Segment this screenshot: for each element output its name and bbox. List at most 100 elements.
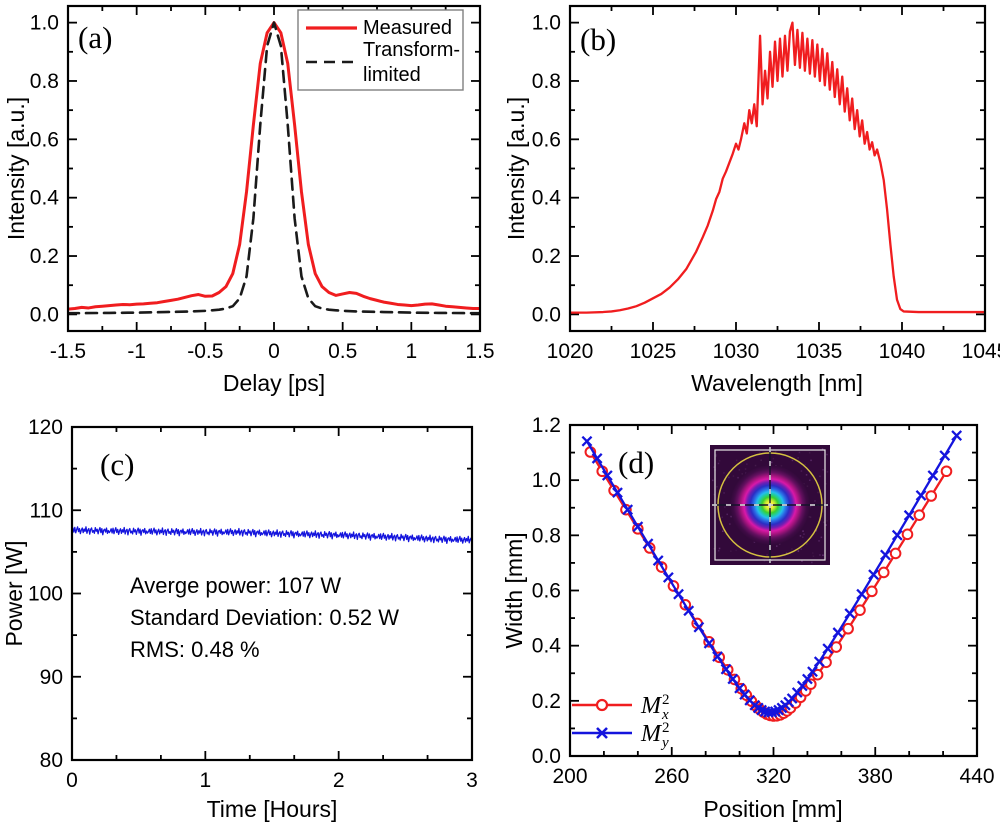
inset-noise-speckle (812, 552, 814, 554)
inset-noise-speckle (717, 462, 720, 465)
inset-noise-speckle (760, 459, 762, 461)
x-tick-label: 1 (199, 769, 211, 792)
marker-xcross (642, 538, 654, 550)
y-tick-label: 0.8 (532, 524, 561, 547)
panel-c-power-stability: 0 1 2 3 80 90 100 110 120 Time [Hours] Power [W] (c… (1, 416, 478, 822)
inset-noise-speckle (738, 469, 741, 471)
x-tick-label: 200 (552, 765, 587, 788)
inset-noise-speckle (822, 469, 824, 471)
plot-frame (66, 4, 482, 333)
inset-noise-speckle (718, 460, 721, 462)
marker-xcross (601, 470, 613, 481)
inset-noise-speckle (732, 475, 735, 477)
inset-noise-speckle (808, 516, 811, 518)
inset-noise-speckle (785, 552, 788, 554)
marker-circle (805, 678, 817, 690)
series-Power-line (72, 526, 472, 545)
legend-math-sup: 2 (662, 720, 670, 736)
y-tick-label: 0.4 (532, 187, 562, 210)
inset-noise-speckle (822, 554, 824, 556)
inset-noise-speckle (716, 486, 718, 488)
inset-noise-speckle (759, 451, 761, 454)
inset-noise-speckle (729, 523, 731, 525)
inset-noise-speckle (808, 452, 811, 454)
inset-noise-speckle (818, 540, 820, 542)
marker-xcross (832, 627, 844, 639)
x-tick-label: 0 (66, 769, 78, 792)
x-axis-label: Time [Hours] (207, 796, 338, 822)
inset-noise-speckle (723, 472, 725, 474)
inset-noise-speckle (713, 466, 715, 468)
series-group (570, 21, 985, 314)
y-axis-label: Intensity [a.u.] (3, 97, 29, 240)
marker-xcross (927, 470, 939, 481)
series-group (72, 526, 472, 545)
x-tick-label: 260 (654, 765, 689, 788)
inset-noise-speckle (802, 536, 804, 538)
panel-a-autocorrelation: -1.5 -1 -0.5 0 0.5 1 1.5 0.0 0.2 0.4 0.6 0.8 1.0 Dela… (3, 4, 495, 396)
inset-noise-speckle (825, 524, 827, 526)
x-tick-label: 1.5 (465, 340, 494, 363)
y-tick-label: 110 (30, 499, 63, 522)
inset-noise-speckle (811, 561, 813, 564)
panel-d-beam-quality: 200 260 320 380 440 0.0 0.2 0.4 0.6 0.8 1.0 1.2 Posi… (501, 414, 995, 822)
legend-math-sup: 2 (662, 692, 670, 708)
marker-xcross (856, 588, 868, 600)
inset-noise-speckle (753, 541, 756, 543)
x-tick-label: -1 (127, 340, 146, 363)
x-tick-label: 1040 (879, 340, 926, 363)
annotation-line: Standard Deviation: 0.52 W (130, 605, 399, 630)
marker-xcross (868, 569, 879, 581)
y-tick-label: 0.0 (30, 303, 59, 326)
inset-noise-speckle (826, 471, 829, 473)
x-tick-label: 2 (333, 769, 345, 792)
marker-xcross (939, 450, 951, 461)
y-axis-label: Intensity [a.u.] (503, 97, 529, 240)
inset-noise-speckle (735, 459, 738, 462)
inset-noise-speckle (723, 492, 725, 494)
annotation-line: Averge power: 107 W (130, 573, 341, 598)
inset-noise-speckle (766, 554, 768, 556)
y-tick-label: 90 (40, 666, 63, 689)
inset-noise-speckle (724, 506, 726, 508)
y-tick-label: 1.2 (532, 414, 561, 437)
marker-xcross (880, 549, 891, 561)
marker-circle (940, 465, 953, 478)
inset-noise-speckle (712, 479, 714, 482)
x-tick-label: 1 (405, 340, 417, 363)
annotation-line: RMS: 0.48 % (130, 637, 260, 662)
marker-xcross (951, 430, 963, 441)
y-tick-label: 0.6 (532, 128, 561, 151)
marker-circle (866, 585, 878, 598)
series-group (68, 21, 480, 315)
inset-noise-speckle (746, 463, 748, 465)
x-tick-label: 1030 (713, 340, 760, 363)
inset-noise-speckle (823, 521, 825, 523)
inset-noise-speckle (791, 459, 794, 462)
x-tick-label: 1045 (962, 340, 1000, 363)
inset-noise-speckle (821, 448, 824, 450)
inset-noise-speckle (715, 454, 718, 456)
marker-xcross (915, 490, 927, 501)
marker-circle (925, 490, 938, 502)
inset-noise-speckle (810, 459, 812, 462)
inset-noise-speckle (741, 473, 743, 475)
plot-frame (70, 425, 474, 762)
x-tick-label: 320 (756, 765, 791, 788)
marker-xcross (591, 452, 603, 464)
y-tick-label: 1.0 (30, 12, 59, 35)
y-tick-label: 80 (40, 749, 63, 772)
inset-noise-speckle (799, 535, 802, 537)
marker-xcross (802, 673, 813, 685)
inset-noise-speckle (728, 476, 730, 479)
plot-frame (568, 423, 979, 758)
legend-math-sub: y (660, 735, 669, 751)
x-tick-label: 0.5 (328, 340, 357, 363)
x-tick-label: 440 (959, 765, 994, 788)
inset-noise-speckle (744, 468, 747, 470)
x-tick-label: 0 (268, 340, 280, 363)
marker-xcross (622, 504, 634, 516)
inset-noise-speckle (772, 457, 775, 460)
marker-xcross (734, 682, 745, 694)
